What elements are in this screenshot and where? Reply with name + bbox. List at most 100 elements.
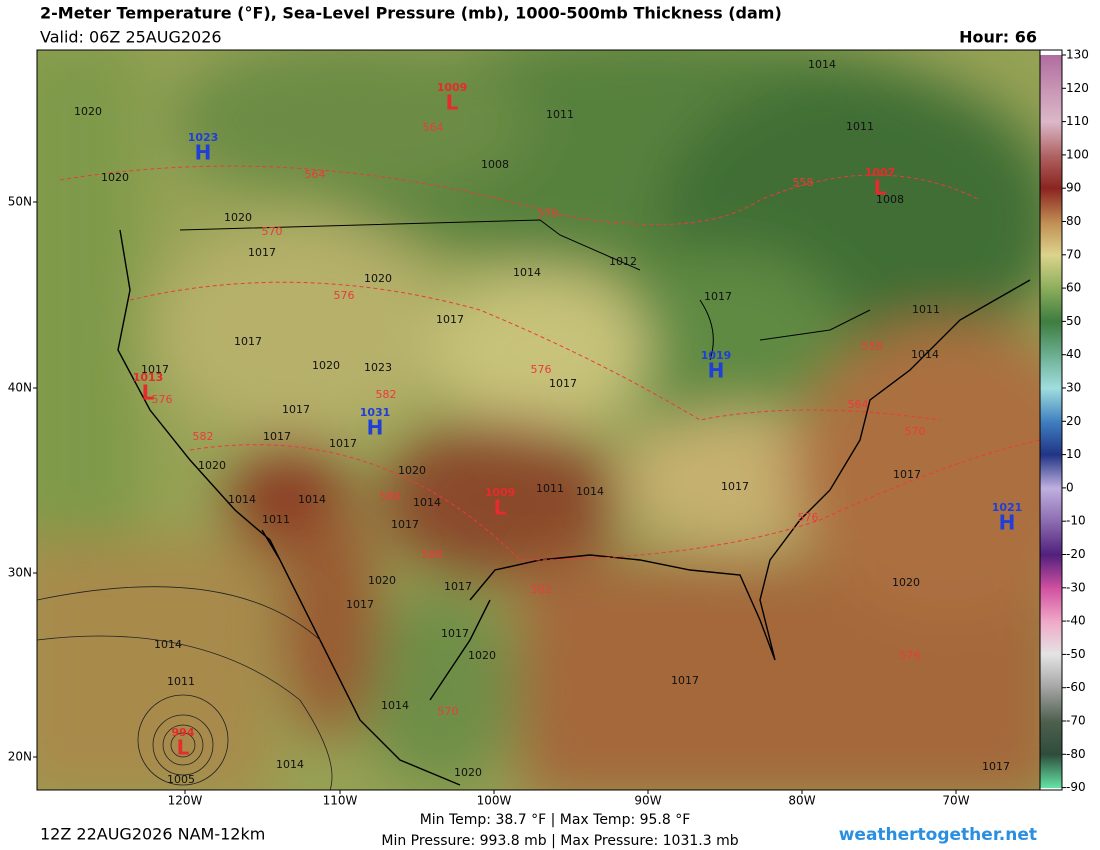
- colorbar-label: 100: [1066, 147, 1089, 161]
- colorbar-segment: [1040, 221, 1062, 256]
- isobar-label: 1005: [167, 773, 195, 786]
- isobar-label: 1020: [892, 576, 920, 589]
- colorbar-label: 20: [1066, 414, 1081, 428]
- longitude-label: 90W: [634, 794, 661, 808]
- center-letter: L: [446, 91, 459, 115]
- thickness-label: 564: [305, 168, 326, 181]
- center-value: 1021: [992, 501, 1023, 514]
- colorbar-segment: [1040, 454, 1062, 489]
- isobar-label: 1017: [234, 335, 262, 348]
- center-letter: L: [874, 176, 887, 200]
- isobar-label: 1017: [436, 313, 464, 326]
- colorbar-segment: [1040, 121, 1062, 156]
- isobar-label: 1017: [893, 468, 921, 481]
- isobar-label: 1008: [876, 193, 904, 206]
- isobar-label: 1017: [141, 363, 169, 376]
- colorbar-segment: [1040, 721, 1062, 755]
- isobar-label: 1020: [368, 574, 396, 587]
- isobar-label: 1023: [364, 361, 392, 374]
- isobar-label: 1017: [346, 598, 374, 611]
- colorbar-segment: [1040, 754, 1062, 789]
- center-value: 1007: [865, 166, 896, 179]
- isobar-label: 1020: [224, 211, 252, 224]
- isobar-label: 1017: [671, 674, 699, 687]
- center-value: 1023: [188, 131, 219, 144]
- isobar-label: 1020: [101, 171, 129, 184]
- isobar-label: 1017: [391, 518, 419, 531]
- isobar-label: 1017: [444, 580, 472, 593]
- isobar-label: 1017: [704, 290, 732, 303]
- colorbar-label: 40: [1066, 347, 1081, 361]
- isobar-label: 1017: [721, 480, 749, 493]
- colorbar-segment: [1040, 88, 1062, 123]
- isobar-label: 1017: [329, 437, 357, 450]
- colorbar-segment: [1040, 687, 1062, 722]
- latitude-label: 40N: [8, 381, 32, 395]
- center-letter: H: [195, 141, 212, 165]
- isobar-label: 1014: [228, 493, 256, 506]
- thickness-label: 576: [798, 511, 819, 524]
- colorbar-segment: [1040, 321, 1062, 356]
- colorbar-label: -90: [1066, 780, 1086, 794]
- isobar-label: 1017: [549, 377, 577, 390]
- isobar-label: 1011: [846, 120, 874, 133]
- temp-range: Min Temp: 38.7 °F | Max Temp: 95.8 °F: [420, 812, 691, 828]
- isobar-label: 1014: [381, 699, 409, 712]
- center-letter: H: [367, 416, 384, 440]
- isobar-label: 1014: [298, 493, 326, 506]
- title: 2-Meter Temperature (°F), Sea-Level Pres…: [40, 4, 782, 23]
- thickness-label: 576: [334, 289, 355, 302]
- isobar-label: 1011: [536, 482, 564, 495]
- thickness-label: 576: [531, 363, 552, 376]
- isobar-label: 1008: [481, 158, 509, 171]
- colorbar-segment: [1040, 154, 1062, 189]
- thickness-label: 576: [900, 649, 921, 662]
- latitude-label: 50N: [8, 195, 32, 209]
- isobar-label: 1011: [167, 675, 195, 688]
- colorbar-segment: [1040, 55, 1062, 89]
- center-letter: L: [142, 381, 155, 405]
- center-letter: H: [708, 359, 725, 383]
- isobar-label: 1014: [154, 638, 182, 651]
- thickness-label: 582: [376, 388, 397, 401]
- colorbar-segment: [1040, 521, 1062, 555]
- isobar-label: 1020: [468, 649, 496, 662]
- colorbar-label: 120: [1066, 81, 1089, 95]
- center-value: 1013: [133, 371, 164, 384]
- longitude-label: 80W: [788, 794, 815, 808]
- colorbar-segment: [1040, 354, 1062, 389]
- colorbar-label: -30: [1066, 580, 1086, 594]
- center-value: 994: [172, 726, 195, 739]
- colorbar-label: 70: [1066, 247, 1081, 261]
- isobar-label: 1011: [912, 303, 940, 316]
- colorbar-segment: [1040, 621, 1062, 655]
- thickness-label: 558: [862, 340, 883, 353]
- thickness-label: 582: [531, 583, 552, 596]
- center-letter: L: [494, 496, 507, 520]
- latitude-label: 20N: [8, 750, 32, 764]
- isobar-label: 1014: [413, 496, 441, 509]
- thickness-label: 588: [422, 548, 443, 561]
- colorbar-label: 30: [1066, 381, 1081, 395]
- thickness-label: 570: [438, 705, 459, 718]
- isobar-label: 1020: [364, 272, 392, 285]
- longitude-label: 70W: [942, 794, 969, 808]
- longitude-label: 100W: [477, 794, 512, 808]
- center-value: 1009: [437, 81, 468, 94]
- colorbar-segment: [1040, 587, 1062, 622]
- colorbar-segment: [1040, 487, 1062, 522]
- isobar-label: 1014: [276, 758, 304, 771]
- colorbar-segment: [1040, 388, 1062, 422]
- colorbar-label: 10: [1066, 447, 1081, 461]
- isobar-label: 1020: [454, 766, 482, 779]
- thickness-label: 570: [262, 225, 283, 238]
- isobar-label: 1020: [312, 359, 340, 372]
- site-link[interactable]: weathertogether.net: [839, 825, 1037, 845]
- center-letter: H: [999, 511, 1016, 535]
- isobar-label: 1020: [74, 105, 102, 118]
- colorbar-segment: [1040, 288, 1062, 322]
- isobar-label: 1017: [248, 246, 276, 259]
- colorbar-label: -40: [1066, 614, 1086, 628]
- isobar-label: 1014: [911, 348, 939, 361]
